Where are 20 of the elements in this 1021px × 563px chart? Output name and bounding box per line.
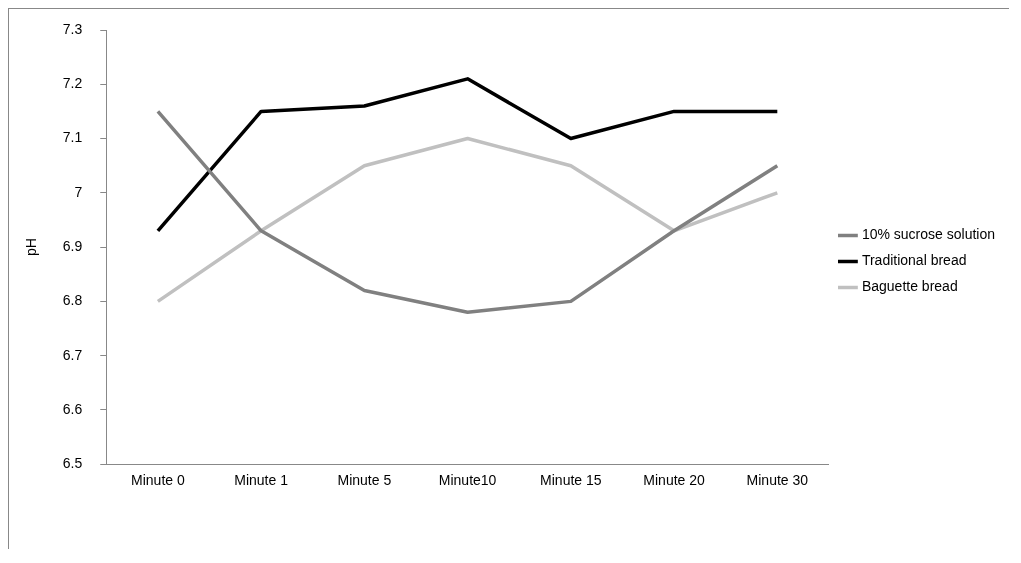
- x-tick-label: Minute10: [438, 472, 497, 489]
- legend-label: Traditional bread: [861, 252, 967, 269]
- y-tick-label: 7.1: [62, 129, 83, 146]
- y-tick-label: 7: [74, 183, 83, 200]
- legend-label: 10% sucrose solution: [861, 226, 995, 243]
- x-tick-label: Minute 20: [643, 472, 706, 489]
- x-tick-label: Minute 0: [131, 472, 185, 489]
- y-tick-label: 7.3: [62, 20, 83, 37]
- x-tick-label: Minute 1: [234, 472, 289, 489]
- y-tick-label: 6.5: [62, 455, 83, 472]
- y-tick-label: 6.6: [62, 400, 83, 417]
- y-tick-label: 6.7: [62, 346, 83, 363]
- x-tick-label: Minute 15: [540, 472, 602, 489]
- x-tick-label: Minute 5: [337, 472, 392, 489]
- y-tick-label: 6.8: [62, 292, 83, 309]
- y-tick-label: 6.9: [62, 237, 83, 254]
- y-tick-label: 7.2: [62, 75, 83, 92]
- x-tick-label: Minute 30: [746, 472, 809, 489]
- y-axis-title: pH: [23, 238, 40, 257]
- legend-label: Baguette bread: [861, 278, 958, 295]
